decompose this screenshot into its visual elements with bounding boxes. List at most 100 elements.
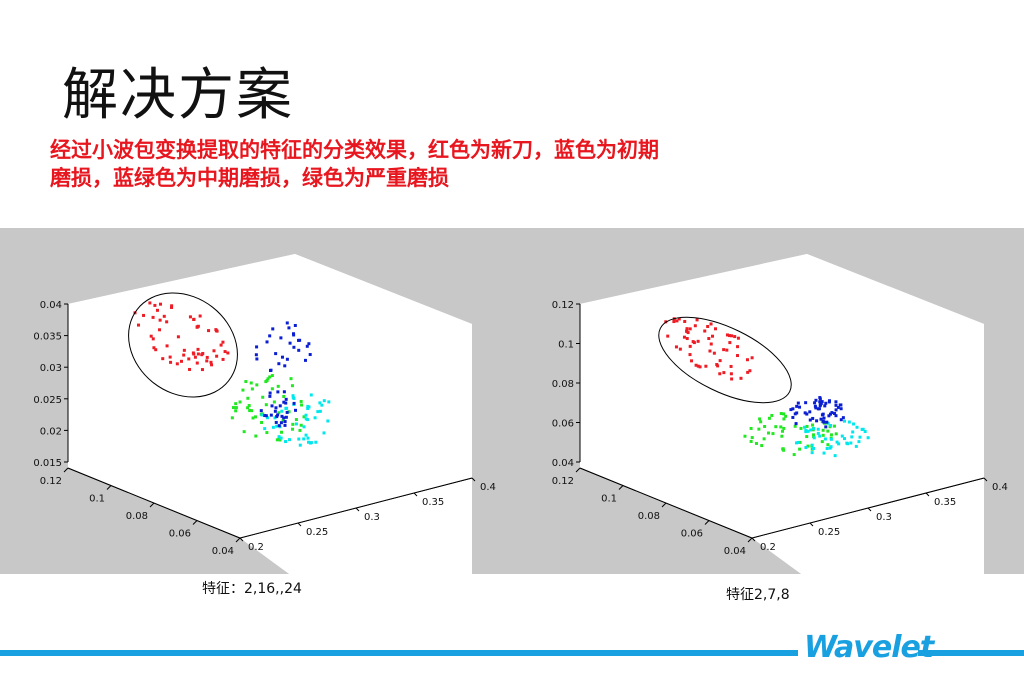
blue-point xyxy=(276,390,280,394)
green-point xyxy=(294,418,298,422)
x-tick-label: 0.25 xyxy=(306,527,328,538)
red-point xyxy=(672,320,676,324)
red-point xyxy=(200,368,204,372)
green-point xyxy=(266,377,270,381)
red-point xyxy=(165,344,169,348)
red-point xyxy=(198,314,202,318)
cyan-point xyxy=(288,438,292,442)
green-point xyxy=(784,414,788,418)
red-point xyxy=(709,322,713,326)
green-point xyxy=(793,424,797,428)
green-point xyxy=(762,437,766,441)
z-tick-label: 0.025 xyxy=(33,395,62,406)
green-point xyxy=(780,429,784,433)
blue-point xyxy=(839,403,843,407)
red-point xyxy=(151,315,155,319)
green-point xyxy=(280,430,284,434)
red-point xyxy=(703,329,707,333)
red-point xyxy=(725,333,729,337)
blue-point xyxy=(827,414,831,418)
cyan-point xyxy=(812,436,816,440)
red-point xyxy=(169,360,173,364)
blue-point xyxy=(284,415,288,419)
red-point xyxy=(151,337,155,341)
red-point xyxy=(708,349,712,353)
cyan-point xyxy=(318,401,322,405)
x-tick-label: 0.35 xyxy=(422,497,444,508)
cyan-point xyxy=(840,434,844,438)
red-point xyxy=(736,336,740,340)
cyan-point xyxy=(280,409,284,413)
z-tick-label: 0.04 xyxy=(552,458,574,469)
cyan-point xyxy=(297,437,301,441)
cyan-point xyxy=(322,399,326,403)
green-point xyxy=(276,384,280,388)
cyan-point xyxy=(849,441,853,445)
red-point xyxy=(215,354,219,358)
red-point xyxy=(677,317,681,321)
red-point xyxy=(666,334,670,338)
red-point xyxy=(196,352,200,356)
cyan-point xyxy=(803,425,807,429)
green-point xyxy=(234,409,238,413)
red-point xyxy=(713,327,717,331)
blue-point xyxy=(285,357,289,361)
green-point xyxy=(234,406,238,410)
red-point xyxy=(175,362,179,366)
cyan-point xyxy=(816,427,820,431)
cyan-point xyxy=(302,437,306,441)
green-point xyxy=(758,417,762,421)
blue-point xyxy=(255,345,259,349)
x-tick-label: 0.2 xyxy=(248,542,264,553)
cyan-point xyxy=(851,430,855,434)
green-point xyxy=(779,412,783,416)
green-point xyxy=(760,444,764,448)
blue-point xyxy=(273,409,277,413)
red-point xyxy=(188,315,192,319)
cyan-point xyxy=(847,420,851,424)
cyan-point xyxy=(845,441,849,445)
red-point xyxy=(712,351,716,355)
red-point xyxy=(695,318,699,322)
blue-point xyxy=(263,414,267,418)
cyan-point xyxy=(852,422,856,426)
blue-point xyxy=(825,420,829,424)
z-tick-label: 0.035 xyxy=(33,332,62,343)
blue-point xyxy=(277,424,281,428)
blue-series xyxy=(789,396,845,429)
blue-point xyxy=(264,414,268,418)
cyan-point xyxy=(812,427,816,431)
green-point xyxy=(291,422,295,426)
green-point xyxy=(780,434,784,438)
green-point xyxy=(265,431,269,435)
footer-line-right xyxy=(918,650,1024,656)
cyan-point xyxy=(809,428,813,432)
y-axis-line xyxy=(579,467,753,539)
blue-point xyxy=(819,401,823,405)
red-point xyxy=(718,372,722,376)
cyan-point xyxy=(277,435,281,439)
red-point xyxy=(200,353,204,357)
red-point xyxy=(685,337,689,341)
blue-point xyxy=(795,411,799,415)
red-point xyxy=(179,359,183,363)
blue-point xyxy=(279,421,283,425)
x-tick-label: 0.35 xyxy=(934,497,956,508)
red-point xyxy=(142,313,146,317)
green-point xyxy=(826,443,830,447)
green-point xyxy=(811,423,815,427)
cyan-point xyxy=(842,437,846,441)
y-tick xyxy=(661,502,667,508)
x-tick xyxy=(983,477,988,482)
scatter-plot-left: 0.04 0.035 0.03 0.025 0.02 0.015 0.12 0.1 0.08 0.… xyxy=(0,228,512,574)
cyan-point xyxy=(306,440,310,444)
green-point xyxy=(826,429,830,433)
green-point xyxy=(272,400,276,404)
green-point xyxy=(821,433,825,437)
cyan-point xyxy=(266,416,270,420)
x-tick-label: 0.2 xyxy=(760,542,776,553)
cyan-point xyxy=(302,425,306,429)
red-point xyxy=(212,349,216,353)
green-point xyxy=(779,425,783,429)
x-axis-line xyxy=(751,477,985,539)
